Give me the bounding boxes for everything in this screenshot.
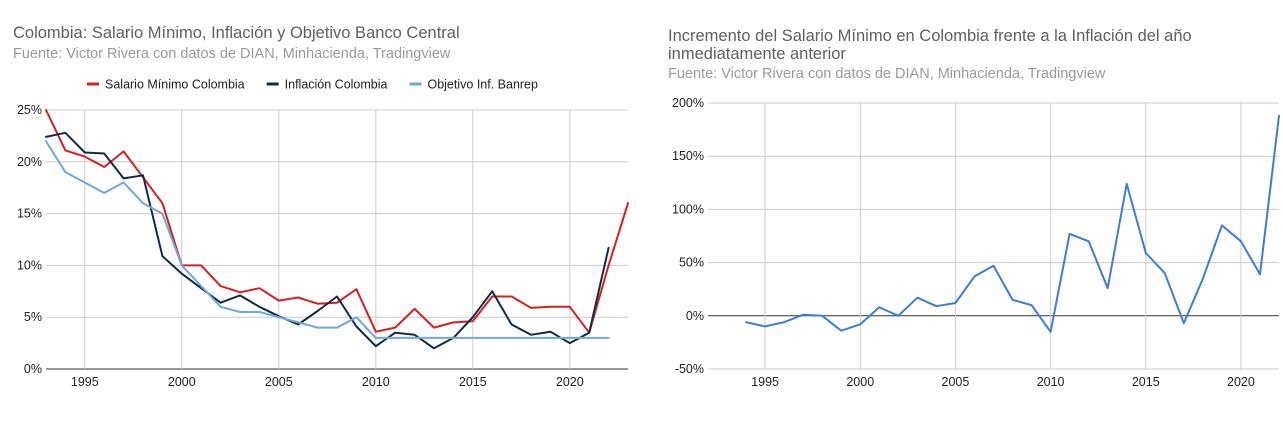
x-tick-label: 2015 — [459, 375, 487, 389]
x-tick-label: 2005 — [942, 375, 970, 389]
y-tick-label: 0% — [24, 362, 42, 376]
chart-plot-left: 0% 5% 10% 15% 20% 25% 1995 2000 2005 2010 2015 2020… — [17, 78, 629, 389]
y-tick-label: 100% — [672, 202, 704, 216]
x-tick-label: 2000 — [168, 375, 196, 389]
y-tick-label: 10% — [17, 258, 42, 272]
y-tick-label: 200% — [672, 96, 704, 110]
series-line-inflaci-n-colombia — [45, 131, 610, 350]
series-line-objetivo-inf-banrep — [45, 140, 610, 339]
x-tick-label: 2020 — [1227, 375, 1255, 389]
y-tick-label: 25% — [17, 103, 42, 117]
legend-label: Inflación Colombia — [285, 78, 388, 92]
chart-incremento: Incremento del Salario Mínimo en Colombi… — [655, 0, 1283, 423]
x-tick-label: 2000 — [846, 375, 874, 389]
y-tick-label: 0% — [686, 309, 704, 323]
x-tick-label: 2015 — [1132, 375, 1160, 389]
y-tick-label: 5% — [24, 310, 42, 324]
chart-title: Colombia: Salario Mínimo, Inflación y Ob… — [13, 24, 460, 42]
series-line-incremento — [745, 114, 1280, 333]
series-line-salario-m-nimo-colombia — [45, 109, 629, 334]
y-tick-label: 15% — [17, 207, 42, 221]
chart-salario-inflacion: Colombia: Salario Mínimo, Inflación y Ob… — [0, 0, 640, 423]
x-tick-label: 2010 — [362, 375, 390, 389]
y-tick-label: 150% — [672, 149, 704, 163]
y-tick-label: 20% — [17, 155, 42, 169]
chart-subtitle: Fuente: Victor Rivera con datos de DIAN,… — [13, 46, 451, 62]
y-tick-label: 50% — [679, 256, 704, 270]
legend-label: Salario Mínimo Colombia — [105, 78, 245, 92]
x-tick-label: 2005 — [265, 375, 293, 389]
x-tick-label: 1995 — [751, 375, 779, 389]
y-tick-label: -50% — [675, 362, 704, 376]
chart-plot-right: -50% 0% 50% 100% 150% 200% 1995 2000 2005 2010 201… — [672, 96, 1280, 389]
x-tick-label: 2020 — [556, 375, 584, 389]
chart-title: Incremento del Salario Mínimo en Colombi… — [668, 27, 1192, 63]
legend-label: Objetivo Inf. Banrep — [427, 78, 538, 92]
x-tick-label: 1995 — [71, 375, 99, 389]
chart-subtitle: Fuente: Victor Rivera con datos de DIAN,… — [668, 66, 1106, 82]
x-tick-label: 2010 — [1037, 375, 1065, 389]
